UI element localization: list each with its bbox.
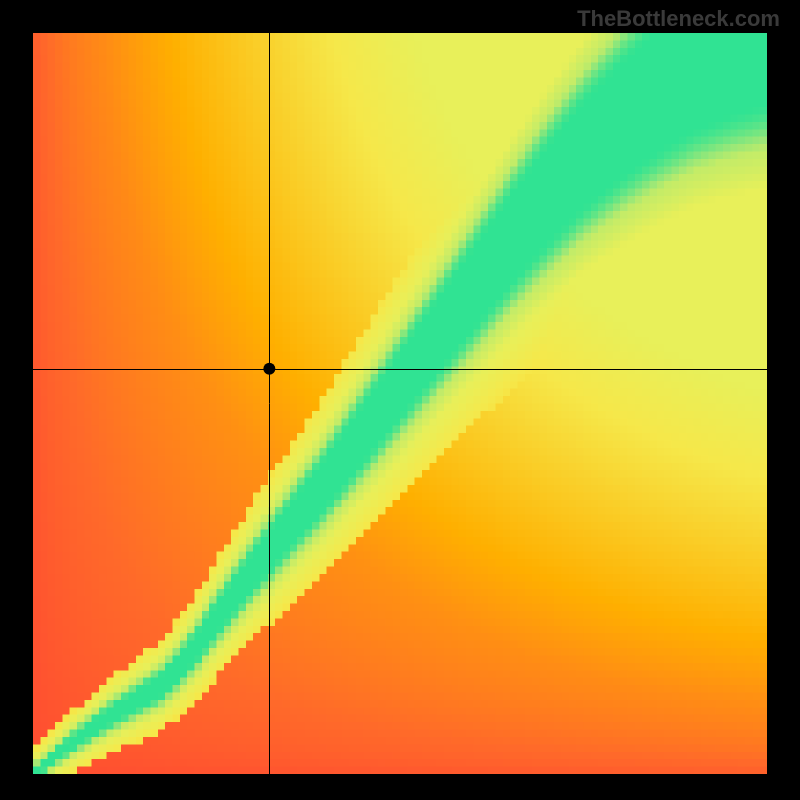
chart-container: TheBottleneck.com (0, 0, 800, 800)
attribution-text: TheBottleneck.com (577, 6, 780, 32)
crosshair-overlay (33, 33, 767, 774)
